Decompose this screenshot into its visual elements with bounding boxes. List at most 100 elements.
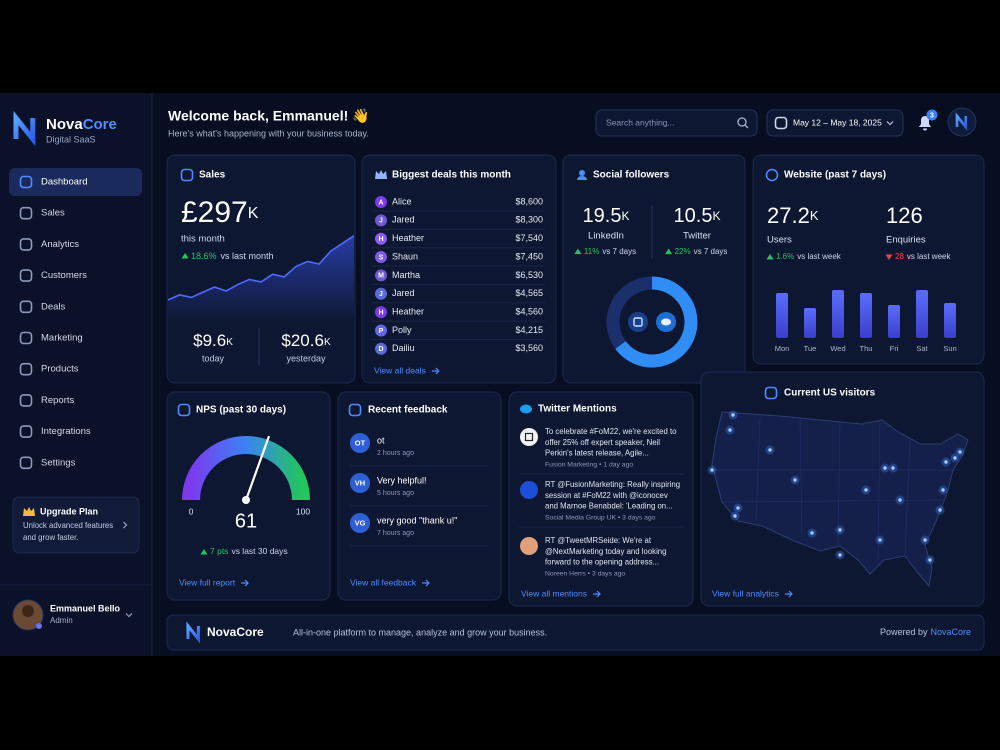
label-part: 10.5 — [674, 205, 713, 227]
trend-up-icon — [665, 248, 673, 255]
website-stat-label: Users — [767, 235, 792, 246]
gauge-needle — [244, 435, 270, 502]
deal-amount: $4,560 — [515, 306, 543, 316]
visitor-dot — [838, 553, 842, 557]
chevron-icon — [125, 613, 133, 618]
nav-icon — [19, 425, 33, 438]
donut-segment — [606, 276, 653, 349]
deal-initial: S — [379, 254, 384, 261]
card-title: Twitter Mentions — [538, 404, 617, 415]
linkedin-glyph — [633, 317, 643, 327]
deals-card — [361, 154, 557, 384]
visitor-dot — [736, 506, 740, 510]
deal-avatar — [375, 342, 387, 355]
nav-icon — [19, 456, 33, 470]
tweet-text: @NextMarketing today and looking — [545, 547, 666, 556]
label-part: vs 7 days — [602, 247, 636, 256]
people-icon-body — [577, 176, 587, 180]
label-part: Powered by — [880, 627, 928, 637]
donut-segment — [615, 276, 698, 368]
bar — [804, 308, 816, 338]
crown-icon — [375, 170, 387, 179]
footer-bar — [166, 614, 985, 651]
visitor-dot — [878, 538, 882, 542]
feedback-avatar — [350, 513, 370, 533]
nav-item[interactable]: Settings — [41, 457, 76, 468]
sales-stat-label: yesterday — [286, 353, 326, 363]
bell-icon[interactable] — [919, 116, 931, 131]
link[interactable]: View full analytics — [712, 588, 779, 598]
user-avatar-face — [22, 605, 34, 617]
date-picker[interactable] — [766, 109, 904, 137]
nav-item[interactable]: Reports — [41, 395, 75, 406]
x-tick-label: Fri — [890, 344, 899, 353]
deal-avatar — [375, 214, 387, 227]
tweet-text: RT @TweetMRSeide: We're at — [545, 536, 652, 545]
logo-mark — [13, 110, 36, 147]
label-part: $9.6 — [193, 331, 226, 350]
website-stat-change: 28 vs last week — [895, 252, 951, 261]
visitor-dot — [768, 448, 772, 452]
label-part: vs last month — [221, 251, 274, 261]
deal-amount: $3,560 — [515, 343, 543, 353]
twitter-icon — [520, 404, 532, 414]
tweet-text: Perkin's latest release, Agile... — [545, 449, 649, 458]
link[interactable]: View all feedback — [350, 577, 417, 587]
tweet-avatar — [520, 428, 538, 446]
nav-item[interactable]: Dashboard — [41, 177, 87, 188]
sales-stat: $9.6K — [193, 331, 233, 350]
label-part: Nova — [46, 116, 83, 133]
deal-initial: H — [378, 309, 383, 316]
user-name[interactable]: Emmanuel Bello — [50, 603, 121, 613]
sales-period: this month — [181, 234, 225, 245]
twitter-card — [508, 391, 694, 607]
deal-initial: H — [378, 236, 383, 243]
logo-mark — [186, 621, 200, 644]
x-tick-label: Sun — [943, 344, 956, 353]
page-title: Welcome back, Emmanuel! 👋 — [168, 108, 370, 125]
deal-name: Martha — [392, 270, 420, 280]
nav-item[interactable]: Analytics — [41, 239, 79, 250]
visitor-dot — [944, 460, 948, 464]
nav-item[interactable]: Products — [41, 364, 79, 375]
tweet-meta: Social Media Group UK • 3 days ago — [545, 515, 656, 522]
card-title: Recent feedback — [368, 405, 448, 416]
nav-item[interactable]: Deals — [41, 301, 66, 312]
nav-item[interactable]: Marketing — [41, 333, 83, 344]
deal-name: Jared — [392, 215, 415, 225]
map-icon — [764, 386, 778, 400]
link[interactable]: View all mentions — [521, 588, 587, 598]
trend-up-icon — [574, 248, 582, 255]
label-part: vs last 30 days — [231, 546, 287, 556]
nav-item[interactable]: Sales — [41, 208, 65, 219]
tweet-text: RT @FusionMarketing: Really inspiring — [545, 480, 680, 489]
search-box[interactable] — [595, 109, 758, 137]
feedback-time: 5 hours ago — [377, 490, 414, 497]
nav-item[interactable]: Integrations — [41, 426, 91, 437]
card-title: Sales — [199, 170, 226, 181]
tweet-text: session at #FoM22 with @iconocev — [545, 491, 668, 500]
notification-badge — [926, 109, 938, 121]
nav-item[interactable]: Customers — [41, 270, 87, 281]
follower-change: 11% vs 7 days — [584, 247, 636, 256]
feedback-avatar — [350, 473, 370, 493]
search-icon-handle — [744, 124, 749, 129]
trend-down-icon — [885, 254, 893, 260]
link[interactable]: View full report — [179, 577, 236, 587]
us-map-state-lines — [712, 417, 960, 561]
upgrade-box[interactable] — [12, 496, 140, 554]
deal-name: Alice — [392, 196, 412, 206]
card-title: Website (past 7 days) — [784, 170, 886, 181]
deal-initial: A — [378, 199, 383, 206]
deal-name: Heather — [392, 306, 424, 316]
link[interactable]: View all deals — [374, 365, 426, 375]
crown-icon — [23, 507, 35, 516]
nav-icon — [19, 206, 33, 220]
label-part: 28 — [895, 252, 904, 261]
user-role: Admin — [50, 616, 73, 625]
gauge-hub — [242, 496, 250, 504]
trend-up-icon — [200, 549, 208, 555]
visitor-dot — [731, 413, 735, 417]
nav-active-background — [9, 168, 142, 196]
nav-icon — [19, 238, 33, 251]
